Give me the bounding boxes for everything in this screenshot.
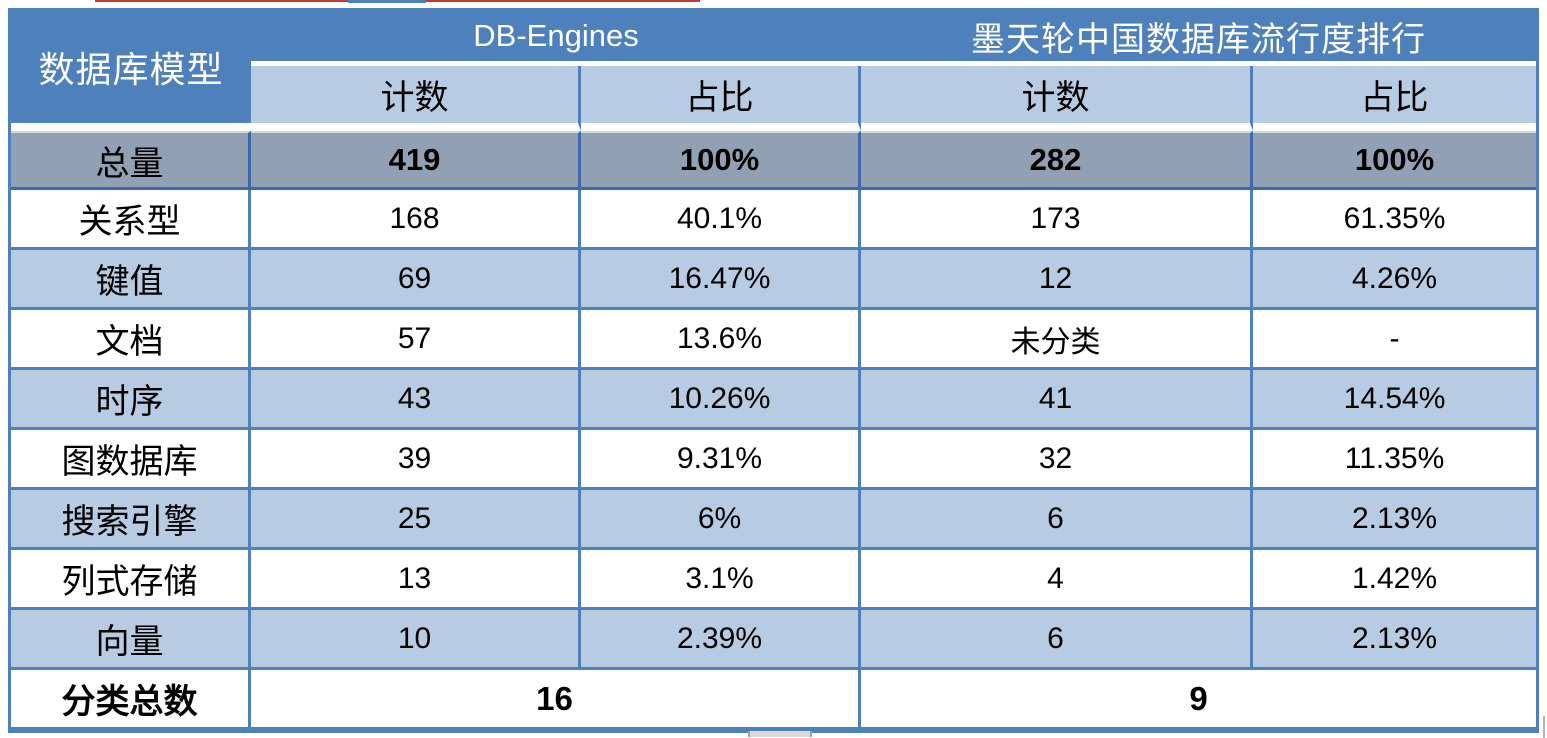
table-row: 关系型 168 40.1% 173 61.35%: [11, 190, 1537, 250]
cell-value: 2.13%: [1253, 490, 1537, 550]
cell-value: 32: [861, 430, 1254, 490]
cell-value: 43: [251, 370, 581, 430]
row-label: 图数据库: [11, 430, 251, 490]
sub-header-count-db: 计数: [251, 66, 581, 131]
cell-value: 6: [861, 490, 1254, 550]
cell-value: 11.35%: [1253, 430, 1537, 490]
cell-value: 61.35%: [1253, 190, 1537, 250]
bottom-edge-artifact: [748, 731, 812, 737]
cell-value: 39: [251, 430, 581, 490]
top-edge-artifact-blue: [348, 0, 426, 3]
cell-value: 2.39%: [581, 610, 862, 670]
table-row: 列式存储 13 3.1% 4 1.42%: [11, 550, 1537, 610]
cell-value: 282: [861, 131, 1254, 190]
db-model-comparison-table: 数据库模型 DB-Engines 墨天轮中国数据库流行度排行 计数 占比 计数 …: [11, 11, 1537, 727]
footer-row: 分类总数 16 9: [11, 670, 1537, 727]
row-label: 向量: [11, 610, 251, 670]
cell-value: 173: [861, 190, 1254, 250]
group-header-row: 数据库模型 DB-Engines 墨天轮中国数据库流行度排行: [11, 11, 1537, 131]
table-body: 数据库模型 DB-Engines 墨天轮中国数据库流行度排行 计数 占比 计数 …: [11, 11, 1537, 727]
row-label: 搜索引擎: [11, 490, 251, 550]
row-label: 时序: [11, 370, 251, 430]
cell-value: 100%: [1253, 131, 1537, 190]
cell-value: 57: [251, 310, 581, 370]
table-row: 图数据库 39 9.31% 32 11.35%: [11, 430, 1537, 490]
cell-value: 16.47%: [581, 250, 862, 310]
sub-header-share-mt: 占比: [1253, 66, 1537, 131]
cell-value: 14.54%: [1253, 370, 1537, 430]
footer-db-engines-total: 16: [251, 670, 862, 727]
cell-value: 6: [861, 610, 1254, 670]
cell-value: 4: [861, 550, 1254, 610]
table-row: 搜索引擎 25 6% 6 2.13%: [11, 490, 1537, 550]
cell-value: 419: [251, 131, 581, 190]
cell-value: 12: [861, 250, 1254, 310]
cell-value: 40.1%: [581, 190, 862, 250]
cell-value: 2.13%: [1253, 610, 1537, 670]
cell-value: 10: [251, 610, 581, 670]
sub-header-share-db: 占比: [581, 66, 862, 131]
cell-value: -: [1253, 310, 1537, 370]
sub-header-count-mt: 计数: [861, 66, 1254, 131]
cell-value: 6%: [581, 490, 862, 550]
row-label: 键值: [11, 250, 251, 310]
row-label: 关系型: [11, 190, 251, 250]
footer-label: 分类总数: [11, 670, 251, 727]
group-header-motianlun: 墨天轮中国数据库流行度排行: [861, 11, 1537, 66]
footer-motianlun-total: 9: [861, 670, 1537, 727]
table-row: 文档 57 13.6% 未分类 -: [11, 310, 1537, 370]
cell-value: 25: [251, 490, 581, 550]
table-row: 向量 10 2.39% 6 2.13%: [11, 610, 1537, 670]
cell-value: 168: [251, 190, 581, 250]
total-row: 总量 419 100% 282 100%: [11, 131, 1537, 190]
row-label: 文档: [11, 310, 251, 370]
comparison-table-frame: 数据库模型 DB-Engines 墨天轮中国数据库流行度排行 计数 占比 计数 …: [8, 8, 1539, 733]
cell-value: 10.26%: [581, 370, 862, 430]
table-row: 键值 69 16.47% 12 4.26%: [11, 250, 1537, 310]
cell-value: 未分类: [861, 310, 1254, 370]
group-header-db-engines: DB-Engines: [251, 11, 862, 66]
sub-header-row: 计数 占比 计数 占比: [11, 66, 1537, 131]
cell-value: 3.1%: [581, 550, 862, 610]
cell-value: 4.26%: [1253, 250, 1537, 310]
bottom-right-edge-artifact: [1543, 716, 1545, 738]
cell-value: 41: [861, 370, 1254, 430]
cell-value: 1.42%: [1253, 550, 1537, 610]
cell-value: 13.6%: [581, 310, 862, 370]
cell-value: 100%: [581, 131, 862, 190]
cell-value: 69: [251, 250, 581, 310]
cell-value: 13: [251, 550, 581, 610]
table-row: 时序 43 10.26% 41 14.54%: [11, 370, 1537, 430]
row-label: 列式存储: [11, 550, 251, 610]
row-label: 总量: [11, 131, 251, 190]
corner-header-db-model: 数据库模型: [11, 11, 251, 131]
cell-value: 9.31%: [581, 430, 862, 490]
